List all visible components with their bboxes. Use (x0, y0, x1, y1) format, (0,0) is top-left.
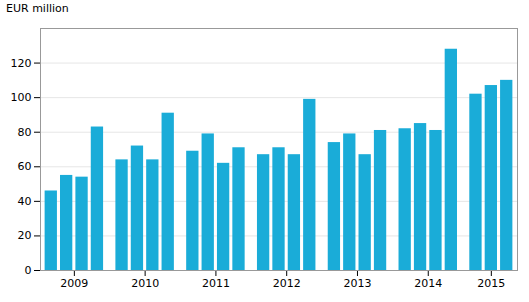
html-text:EUR million: EUR million (6, 2, 69, 15)
svg-text:80: 80 (18, 126, 32, 139)
svg-text:2011: 2011 (202, 277, 230, 290)
svg-text:2015: 2015 (477, 277, 505, 290)
svg-text:0: 0 (25, 264, 32, 277)
svg-text:40: 40 (18, 195, 32, 208)
svg-text:2014: 2014 (414, 277, 442, 290)
svg-text:20: 20 (18, 229, 32, 242)
svg-text:2010: 2010 (131, 277, 159, 290)
svg-text:2013: 2013 (343, 277, 371, 290)
svg-text:60: 60 (18, 160, 32, 173)
svg-text:120: 120 (11, 57, 32, 70)
svg-text:2009: 2009 (60, 277, 88, 290)
svg-text:2012: 2012 (273, 277, 301, 290)
svg-text:100: 100 (11, 91, 32, 104)
